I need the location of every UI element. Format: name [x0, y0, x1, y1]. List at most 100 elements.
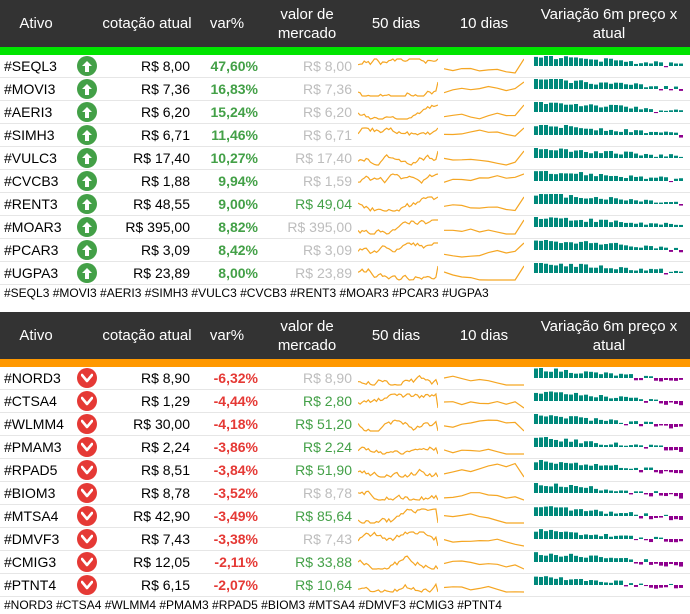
header-ativo[interactable]: Ativo	[19, 327, 53, 344]
table-row[interactable]: #CMIG3 R$ 12,05 -2,11% R$ 33,88	[0, 551, 690, 574]
table-row[interactable]: #CVCB3 R$ 1,88 9,94% R$ 1,59	[0, 170, 690, 193]
header-10-dias[interactable]: 10 dias	[459, 15, 509, 32]
market-value-cell: R$ 23,89	[295, 265, 352, 281]
ticker-cell[interactable]: #SIMH3	[4, 127, 55, 143]
price-cell: R$ 7,43	[140, 531, 190, 547]
bar-chart-6m	[528, 240, 686, 260]
ticker-cell[interactable]: #RENT3	[4, 196, 58, 212]
table-row[interactable]: #PTNT4 R$ 6,15 -2,07% R$ 10,64	[0, 574, 690, 597]
ticker-cell[interactable]: #BIOM3	[4, 485, 56, 501]
sparkline-50d	[352, 369, 440, 387]
table-row[interactable]: #PMAM3 R$ 2,24 -3,86% R$ 2,24	[0, 436, 690, 459]
chevron-down-circle-icon	[77, 460, 97, 480]
chevron-down-circle-icon	[77, 575, 97, 595]
ticker-cell[interactable]: #MTSA4	[4, 508, 59, 524]
bar-chart-6m	[528, 414, 686, 434]
header-50-dias[interactable]: 50 dias	[371, 15, 421, 32]
price-cell: R$ 3,09	[140, 242, 190, 258]
table-row[interactable]: #MOVI3 R$ 7,36 16,83% R$ 7,36	[0, 78, 690, 101]
price-cell: R$ 1,88	[140, 173, 190, 189]
sparkline-10d	[440, 530, 528, 548]
table-row[interactable]: #MOAR3 R$ 395,00 8,82% R$ 395,00	[0, 216, 690, 239]
bar-chart-6m	[528, 171, 686, 191]
table-row[interactable]: #DMVF3 R$ 7,43 -3,38% R$ 7,43	[0, 528, 690, 551]
sparkline-50d	[352, 126, 440, 144]
header-variacao-6m[interactable]: Variação 6m preço x atual	[540, 317, 678, 354]
table-row[interactable]: #UGPA3 R$ 23,89 8,00% R$ 23,89	[0, 262, 690, 285]
header-accent-bar	[0, 47, 690, 55]
ticker-cell[interactable]: #WLMM4	[4, 416, 64, 432]
sparkline-50d	[352, 218, 440, 236]
price-cell: R$ 17,40	[133, 150, 190, 166]
ticker-cell[interactable]: #SEQL3	[4, 58, 57, 74]
market-value-cell: R$ 8,90	[302, 370, 352, 386]
price-cell: R$ 6,71	[140, 127, 190, 143]
var-cell: -2,07%	[213, 577, 258, 593]
ticker-cell[interactable]: #PCAR3	[4, 242, 59, 258]
table-row[interactable]: #RENT3 R$ 48,55 9,00% R$ 49,04	[0, 193, 690, 216]
header-variacao-6m[interactable]: Variação 6m preço x atual	[540, 5, 678, 42]
bar-chart-6m	[528, 552, 686, 572]
sparkline-10d	[440, 80, 528, 98]
header-ativo[interactable]: Ativo	[19, 15, 53, 32]
ticker-cell[interactable]: #CVCB3	[4, 173, 59, 189]
ticker-cell[interactable]: #DMVF3	[4, 531, 60, 547]
market-value-cell: R$ 85,64	[295, 508, 352, 524]
ticker-cell[interactable]: #RPAD5	[4, 462, 58, 478]
sparkline-10d	[440, 369, 528, 387]
header-cotacao[interactable]: cotação atual	[102, 15, 192, 32]
table-row[interactable]: #CTSA4 R$ 1,29 -4,44% R$ 2,80	[0, 390, 690, 413]
price-cell: R$ 2,24	[140, 439, 190, 455]
header-var[interactable]: var%	[209, 327, 245, 344]
sparkline-10d	[440, 392, 528, 410]
header-mercado[interactable]: valor de mercado	[277, 317, 337, 354]
var-cell: 8,00%	[218, 265, 258, 281]
arrow-up-circle-icon	[77, 217, 97, 237]
ticker-cell[interactable]: #PMAM3	[4, 439, 62, 455]
table-row[interactable]: #AERI3 R$ 6,20 15,24% R$ 6,20	[0, 101, 690, 124]
arrow-up-circle-icon	[77, 194, 97, 214]
header-10-dias[interactable]: 10 dias	[459, 327, 509, 344]
ticker-cell[interactable]: #MOVI3	[4, 81, 56, 97]
header-var[interactable]: var%	[209, 15, 245, 32]
ticker-cell[interactable]: #VULC3	[4, 150, 57, 166]
price-cell: R$ 12,05	[133, 554, 190, 570]
table-row[interactable]: #SIMH3 R$ 6,71 11,46% R$ 6,71	[0, 124, 690, 147]
var-cell: -3,38%	[213, 531, 258, 547]
table-row[interactable]: #BIOM3 R$ 8,78 -3,52% R$ 8,78	[0, 482, 690, 505]
ticker-cell[interactable]: #CTSA4	[4, 393, 57, 409]
sparkline-50d	[352, 103, 440, 121]
ticker-cell[interactable]: #AERI3	[4, 104, 53, 120]
bar-chart-6m	[528, 125, 686, 145]
header-50-dias[interactable]: 50 dias	[371, 327, 421, 344]
ticker-cell[interactable]: #NORD3	[4, 370, 61, 386]
bar-chart-6m	[528, 506, 686, 526]
sparkline-50d	[352, 172, 440, 190]
var-cell: -3,86%	[213, 439, 258, 455]
ticker-cell[interactable]: #CMIG3	[4, 554, 57, 570]
ticker-cell[interactable]: #MOAR3	[4, 219, 62, 235]
market-value-cell: R$ 6,20	[302, 104, 352, 120]
ticker-cell[interactable]: #PTNT4	[4, 577, 57, 593]
table-row[interactable]: #MTSA4 R$ 42,90 -3,49% R$ 85,64	[0, 505, 690, 528]
sparkline-50d	[352, 392, 440, 410]
ticker-cell[interactable]: #UGPA3	[4, 265, 59, 281]
var-cell: -3,52%	[213, 485, 258, 501]
chevron-down-circle-icon	[77, 529, 97, 549]
var-cell: 8,82%	[218, 219, 258, 235]
header-cotacao[interactable]: cotação atual	[102, 327, 192, 344]
table-row[interactable]: #SEQL3 R$ 8,00 47,60% R$ 8,00	[0, 55, 690, 78]
table-row[interactable]: #PCAR3 R$ 3,09 8,42% R$ 3,09	[0, 239, 690, 262]
sparkline-50d	[352, 484, 440, 502]
market-value-cell: R$ 1,59	[302, 173, 352, 189]
header-mercado[interactable]: valor de mercado	[277, 5, 337, 42]
table-row[interactable]: #NORD3 R$ 8,90 -6,32% R$ 8,90	[0, 367, 690, 390]
table-row[interactable]: #RPAD5 R$ 8,51 -3,84% R$ 51,90	[0, 459, 690, 482]
sparkline-10d	[440, 57, 528, 75]
table-row[interactable]: #VULC3 R$ 17,40 10,27% R$ 17,40	[0, 147, 690, 170]
var-cell: 9,00%	[218, 196, 258, 212]
sparkline-10d	[440, 103, 528, 121]
var-cell: 9,94%	[218, 173, 258, 189]
bar-chart-6m	[528, 102, 686, 122]
table-row[interactable]: #WLMM4 R$ 30,00 -4,18% R$ 51,20	[0, 413, 690, 436]
